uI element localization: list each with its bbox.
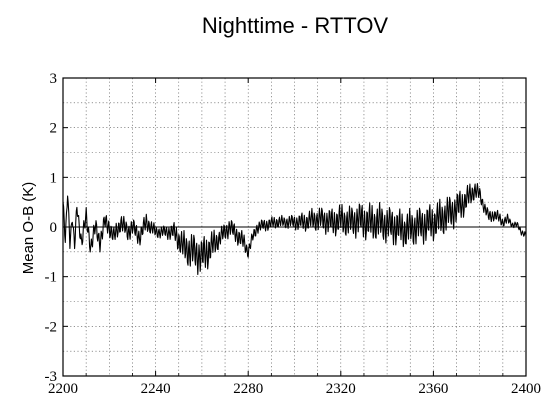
y-tick-label: -1 [45, 270, 58, 286]
y-tick-label: 1 [50, 170, 58, 186]
y-tick-label: 2 [50, 121, 58, 137]
x-tick-label: 2360 [418, 381, 448, 397]
y-tick-label: 0 [50, 220, 58, 236]
y-axis-label: Mean O-B (K) [20, 182, 37, 275]
x-tick-label: 2400 [511, 381, 541, 397]
chart-title: Nighttime - RTTOV [202, 13, 389, 38]
x-tick-label: 2240 [141, 381, 171, 397]
y-tick-label: -2 [45, 319, 58, 335]
x-axis: 2200 2240 2280 2320 2360 2400 [48, 78, 541, 397]
y-axis: -3 -2 -1 0 1 2 3 [45, 71, 526, 385]
x-tick-label: 2320 [326, 381, 356, 397]
x-tick-label: 2200 [48, 381, 78, 397]
x-tick-label: 2280 [233, 381, 263, 397]
y-tick-label: 3 [50, 71, 58, 87]
y-tick-label: -3 [45, 369, 58, 385]
grid [63, 78, 526, 376]
series-line [62, 183, 527, 276]
